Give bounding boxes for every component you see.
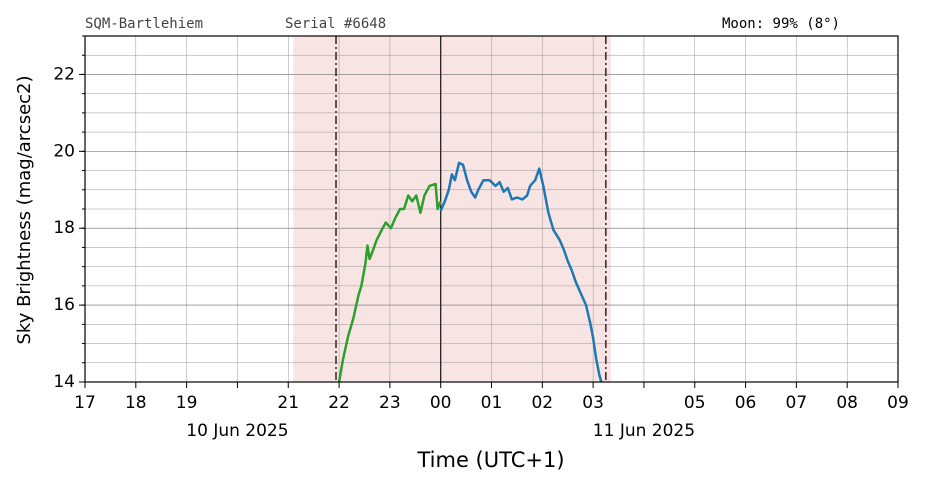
x-tick-label: 22 [328, 393, 350, 413]
x-tick-label: 18 [125, 393, 147, 413]
header-moon: Moon: 99% (8°) [722, 16, 840, 32]
data-line [337, 182, 442, 383]
x-tick-label: 00 [430, 393, 452, 413]
x-tick-label: 07 [786, 393, 808, 413]
y-tick-label: 22 [53, 64, 75, 84]
x-tick-label: 23 [379, 393, 401, 413]
y-tick-label: 16 [53, 295, 75, 315]
data-line [439, 161, 603, 383]
x-axis-label: Time (UTC+1) [416, 448, 564, 472]
x-tick-label: 06 [735, 393, 757, 413]
x-tick-label: 05 [684, 393, 706, 413]
date-label: 10 Jun 2025 [186, 421, 288, 441]
header-site: SQM-Bartlehiem [85, 16, 203, 32]
x-tick-label: 08 [836, 393, 858, 413]
x-tick-label: 01 [481, 393, 503, 413]
x-tick-label: 02 [531, 393, 553, 413]
y-tick-label: 14 [53, 372, 75, 392]
x-tick-label: 09 [887, 393, 909, 413]
y-tick-label: 20 [53, 141, 75, 161]
y-tick-label: 18 [53, 218, 75, 238]
x-tick-label: 19 [176, 393, 198, 413]
x-tick-label: 03 [582, 393, 604, 413]
header-serial: Serial #6648 [285, 16, 386, 32]
x-tick-label: 17 [74, 393, 96, 413]
x-tick-label: 21 [277, 393, 299, 413]
date-label: 11 Jun 2025 [593, 421, 695, 441]
plot-frame [84, 35, 899, 383]
y-axis-label: Sky Brightness (mag/arcsec2) [14, 75, 35, 344]
